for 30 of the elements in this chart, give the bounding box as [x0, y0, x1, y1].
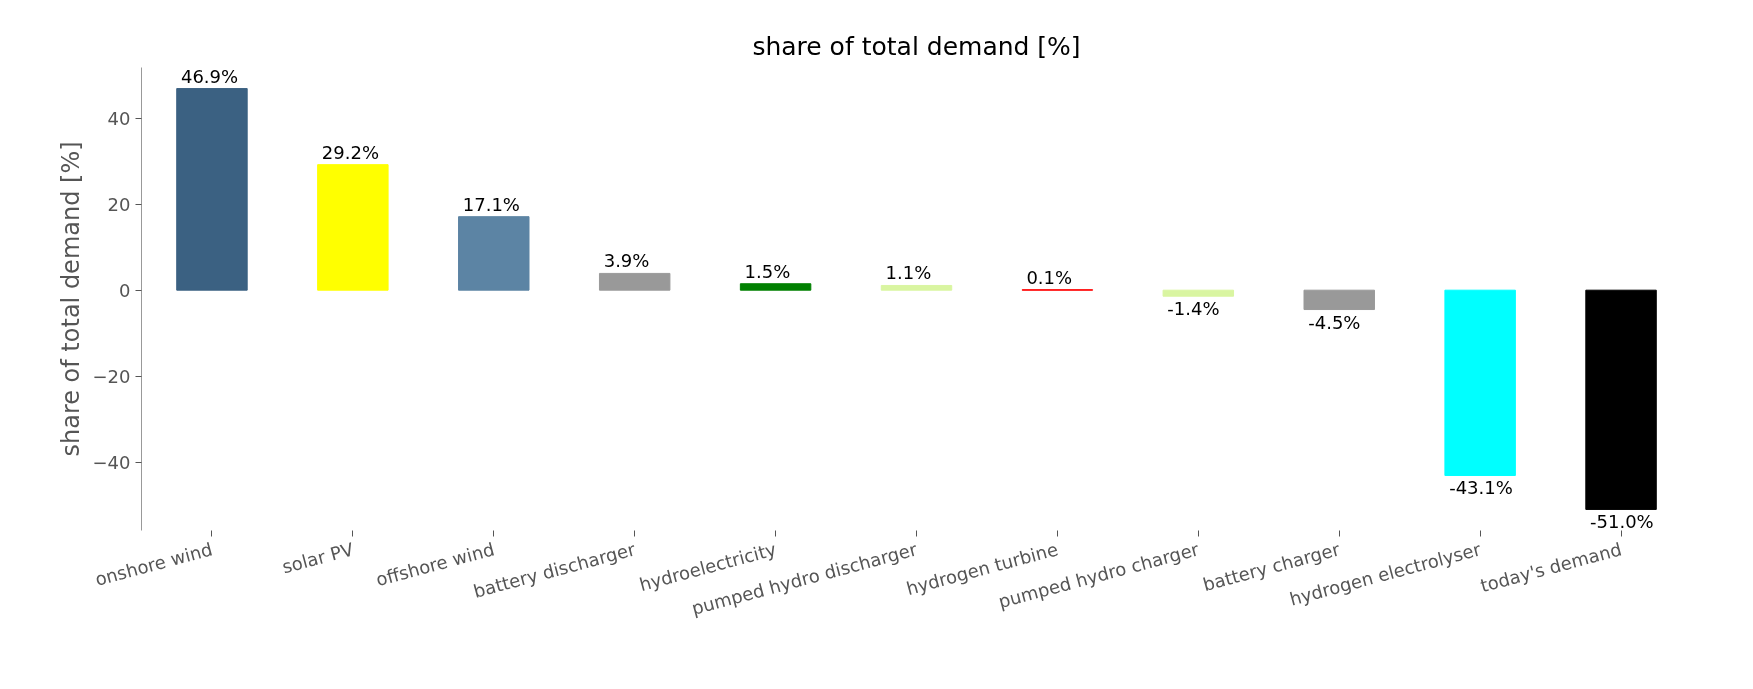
data-label: 29.2% — [321, 141, 380, 163]
y-tick-label: 40 — [107, 107, 131, 129]
bar — [880, 284, 953, 291]
y-tick-label: 20 — [107, 193, 131, 215]
data-label: -43.1% — [1449, 477, 1513, 499]
bar — [598, 272, 671, 291]
bar — [458, 216, 530, 291]
bar — [1585, 289, 1657, 510]
data-label: -1.4% — [1167, 298, 1220, 320]
y-axis-title: share of total demand [%] — [56, 141, 85, 457]
data-label: 46.9% — [180, 65, 239, 87]
data-label: -51.0% — [1590, 511, 1654, 533]
data-label: -4.5% — [1308, 311, 1361, 333]
y-tick-label: −40 — [92, 451, 131, 473]
bar — [739, 283, 812, 291]
y-tick-label: −20 — [92, 365, 131, 387]
y-tick-label: 0 — [119, 279, 131, 301]
chart-title: share of total demand [%] — [752, 31, 1081, 61]
bar — [1303, 289, 1375, 311]
data-label: 0.1% — [1026, 266, 1073, 288]
data-label: 1.1% — [885, 262, 932, 284]
data-label: 1.5% — [744, 260, 791, 282]
data-label: 17.1% — [462, 193, 520, 215]
data-label: 3.9% — [603, 250, 650, 272]
bar — [1162, 289, 1235, 297]
x-tick-label: solar PV — [279, 538, 357, 578]
bar — [1444, 289, 1516, 476]
bar — [317, 164, 389, 291]
x-tick-label: onshore wind — [92, 538, 215, 590]
bar — [176, 88, 248, 291]
